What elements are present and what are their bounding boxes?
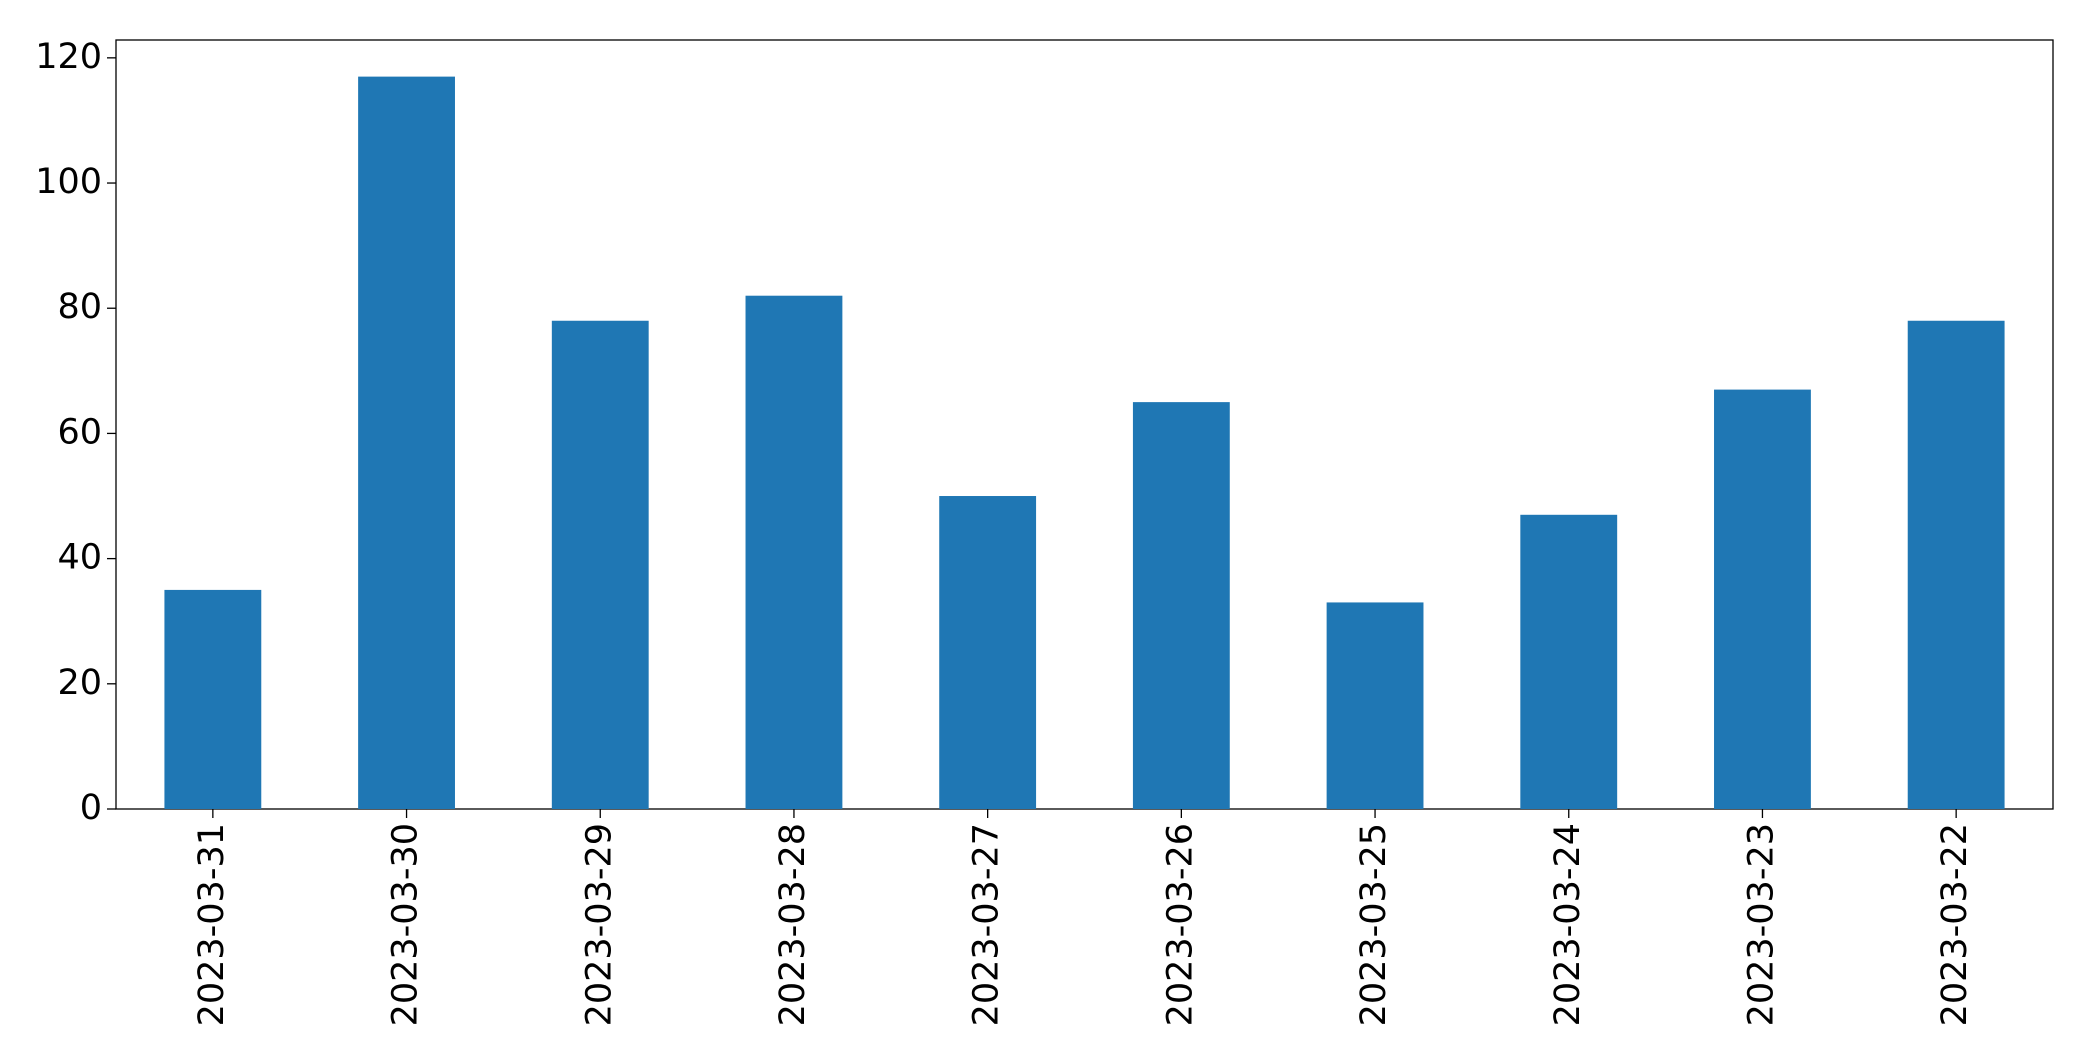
bar (551, 320, 649, 809)
bar (164, 589, 262, 809)
y-tick-label: 80 (57, 287, 102, 327)
y-tick-label: 100 (35, 162, 102, 202)
x-tick-label: 2023-03-22 (1935, 823, 1975, 1026)
plot-frame (115, 39, 2054, 810)
y-tick-label: 60 (57, 412, 102, 452)
y-tick-label: 20 (57, 663, 102, 703)
bar (1520, 514, 1618, 809)
y-tick-label: 120 (35, 37, 102, 77)
bar (1326, 602, 1424, 809)
x-tick-label: 2023-03-23 (1741, 823, 1781, 1026)
bar (1907, 320, 2005, 809)
bar (358, 76, 455, 810)
x-tick-label: 2023-03-25 (1354, 823, 1394, 1026)
bar (1132, 402, 1230, 809)
x-tick-label: 2023-03-30 (386, 823, 426, 1026)
x-tick-label: 2023-03-29 (579, 823, 619, 1026)
x-tick-label: 2023-03-24 (1548, 823, 1588, 1026)
bar (1714, 389, 1811, 809)
bar (939, 496, 1037, 809)
y-tick-label: 40 (57, 538, 102, 578)
bar (745, 295, 843, 809)
x-tick-label: 2023-03-26 (1160, 823, 1200, 1026)
x-tick-label: 2023-03-27 (967, 823, 1007, 1026)
y-tick-label: 0 (80, 788, 102, 828)
x-tick-label: 2023-03-28 (773, 823, 813, 1026)
x-tick-label: 2023-03-31 (192, 823, 232, 1026)
